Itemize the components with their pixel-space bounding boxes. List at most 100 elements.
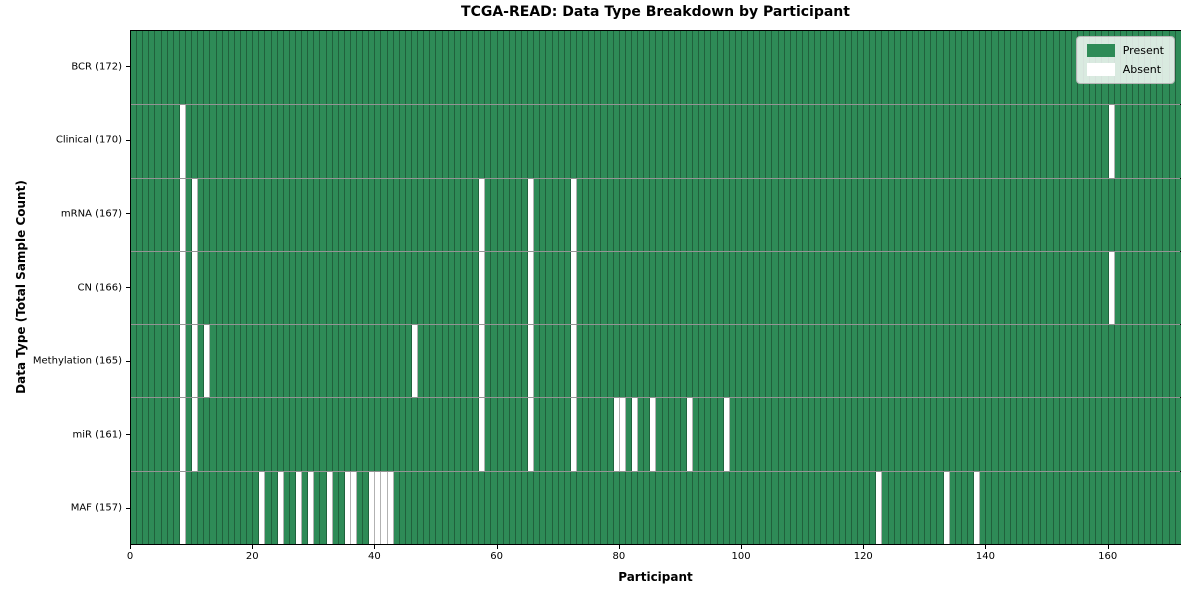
heatmap-cell-present — [1035, 105, 1042, 178]
heatmap-cell-present — [216, 105, 223, 178]
heatmap-cell-present — [803, 178, 810, 251]
x-tick-label: 0 — [126, 551, 134, 562]
heatmap-cell-present — [1126, 398, 1133, 471]
heatmap-cell-present — [564, 251, 571, 325]
heatmap-cell-present — [253, 398, 260, 471]
heatmap-cell-present — [1010, 178, 1017, 251]
heatmap-cell-present — [308, 325, 315, 398]
heatmap-cell-present — [247, 325, 254, 398]
heatmap-cell-present — [1145, 398, 1152, 471]
heatmap-cell-present — [686, 471, 694, 544]
heatmap-cell-present — [1071, 325, 1078, 398]
heatmap-grid — [131, 31, 1181, 544]
heatmap-cell-present — [155, 325, 162, 398]
heatmap-cell-present — [717, 31, 724, 105]
heatmap-cell-present — [369, 178, 376, 251]
heatmap-cell-present — [485, 325, 492, 398]
heatmap-cell-present — [216, 251, 223, 325]
heatmap-cell-present — [1120, 471, 1127, 544]
heatmap-cell-present — [955, 471, 962, 544]
heatmap-cell-present — [387, 105, 394, 178]
heatmap-cell-present — [735, 471, 742, 544]
heatmap-cell-present — [540, 471, 547, 544]
heatmap-cell-present — [784, 325, 791, 398]
heatmap-cell-present — [173, 178, 180, 251]
x-tick-label: 120 — [853, 551, 873, 562]
heatmap-cell-present — [705, 251, 712, 325]
heatmap-cell-present — [778, 178, 785, 251]
y-tick-label: BCR (172) — [71, 61, 122, 73]
heatmap-cell-present — [741, 178, 749, 251]
heatmap-cell-present — [491, 325, 498, 398]
heatmap-cell-present — [473, 471, 480, 544]
heatmap-cell-present — [1041, 31, 1048, 105]
heatmap-cell-present — [680, 398, 687, 471]
heatmap-cell-present — [858, 251, 865, 325]
heatmap-cell-present — [595, 398, 602, 471]
heatmap-cell-present — [1004, 251, 1011, 325]
heatmap-cell-present — [583, 471, 590, 544]
heatmap-cell-present — [1004, 325, 1011, 398]
heatmap-cell-present — [1035, 325, 1042, 398]
heatmap-cell-present — [949, 31, 956, 105]
heatmap-cell-present — [1157, 178, 1164, 251]
heatmap-cell-absent — [974, 471, 981, 544]
heatmap-cell-present — [1108, 398, 1115, 471]
heatmap-cell-absent — [295, 471, 303, 544]
heatmap-cell-present — [925, 251, 932, 325]
heatmap-cell-present — [754, 178, 761, 251]
heatmap-cell-absent — [570, 178, 577, 251]
heatmap-cell-present — [894, 178, 901, 251]
heatmap-cell-present — [204, 178, 211, 251]
heatmap-cell-present — [528, 31, 535, 105]
heatmap-cell-present — [1157, 471, 1164, 544]
heatmap-cell-present — [436, 31, 443, 105]
heatmap-cell-present — [149, 251, 156, 325]
heatmap-cell-present — [986, 325, 993, 398]
heatmap-cell-present — [350, 398, 358, 471]
heatmap-cell-present — [790, 251, 797, 325]
heatmap-cell-present — [344, 398, 351, 471]
heatmap-cell-present — [1016, 105, 1023, 178]
heatmap-cell-present — [943, 251, 950, 325]
heatmap-cell-present — [919, 178, 926, 251]
heatmap-cell-present — [503, 251, 510, 325]
heatmap-cell-present — [815, 325, 822, 398]
heatmap-cell-present — [234, 178, 241, 251]
heatmap-cell-present — [803, 471, 810, 544]
heatmap-cell-present — [662, 325, 669, 398]
heatmap-cell-present — [717, 178, 724, 251]
heatmap-cell-present — [283, 471, 290, 544]
heatmap-cell-present — [900, 325, 907, 398]
heatmap-cell-present — [772, 178, 779, 251]
heatmap-cell-present — [827, 178, 834, 251]
heatmap-cell-present — [308, 178, 315, 251]
heatmap-cell-present — [796, 251, 804, 325]
heatmap-cell-present — [1035, 251, 1042, 325]
heatmap-cell-present — [204, 31, 211, 105]
heatmap-row — [131, 177, 1181, 251]
heatmap-cell-present — [729, 398, 736, 471]
heatmap-cell-present — [393, 325, 400, 398]
heatmap-cell-present — [1016, 325, 1023, 398]
heatmap-cell-present — [509, 398, 516, 471]
heatmap-cell-present — [155, 398, 162, 471]
heatmap-cell-present — [1016, 31, 1023, 105]
heatmap-cell-present — [503, 31, 510, 105]
heatmap-cell-absent — [570, 398, 577, 471]
heatmap-cell-present — [1022, 398, 1030, 471]
heatmap-cell-present — [711, 31, 718, 105]
heatmap-cell-present — [974, 31, 981, 105]
heatmap-cell-present — [766, 471, 773, 544]
heatmap-cell-present — [375, 105, 382, 178]
heatmap-cell-present — [668, 398, 675, 471]
heatmap-cell-present — [320, 251, 327, 325]
heatmap-cell-present — [601, 178, 608, 251]
heatmap-cell-present — [436, 471, 443, 544]
heatmap-cell-present — [937, 178, 944, 251]
heatmap-cell-present — [717, 251, 724, 325]
heatmap-cell-present — [974, 178, 981, 251]
heatmap-cell-present — [619, 471, 626, 544]
heatmap-cell-present — [967, 398, 975, 471]
heatmap-cell-present — [265, 251, 272, 325]
